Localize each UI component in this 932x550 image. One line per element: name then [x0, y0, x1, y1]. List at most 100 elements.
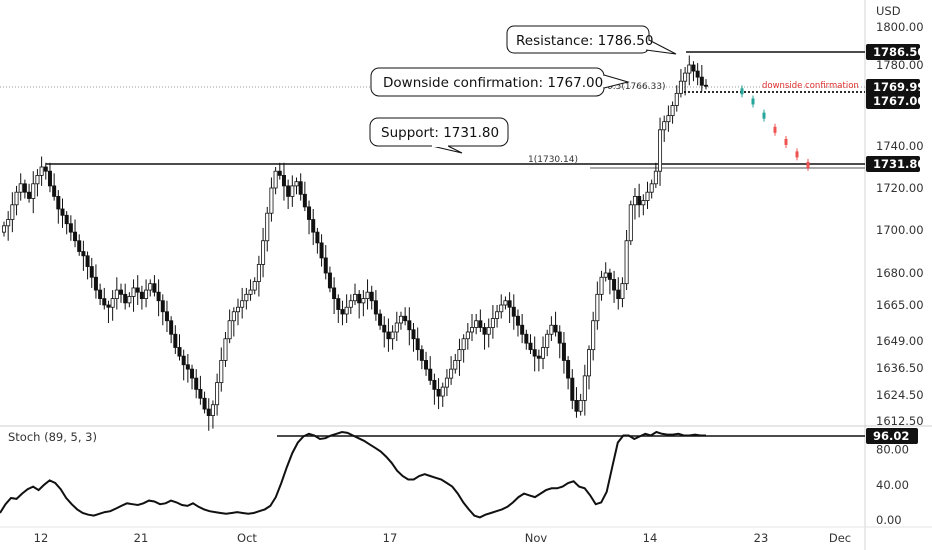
- price-badge-label: 1786.50: [873, 45, 925, 59]
- candle-body: [298, 181, 303, 195]
- candle-body: [190, 368, 195, 379]
- stoch-title: Stoch (89, 5, 3): [8, 430, 97, 444]
- candle-body: [248, 289, 253, 295]
- candle-body: [332, 287, 337, 299]
- candle-body: [35, 174, 40, 185]
- candle-body: [662, 121, 667, 131]
- candle-body: [302, 193, 307, 208]
- candle-body: [666, 115, 671, 123]
- candle-body: [536, 355, 541, 359]
- candle-body: [219, 360, 224, 384]
- projection-label: downside confirmation: [762, 81, 859, 91]
- candle-body: [641, 200, 646, 206]
- candle-body: [378, 313, 383, 326]
- candle-body: [649, 183, 654, 193]
- resistance-callout[interactable]: Resistance: 1786.50: [506, 25, 677, 55]
- price-tick-label: 1800.00: [876, 20, 924, 34]
- candle-body: [323, 257, 328, 274]
- stoch-last-badge-text: 96.02: [873, 429, 909, 443]
- candle-body: [691, 64, 696, 72]
- candle-body: [164, 311, 169, 322]
- candle-body: [490, 318, 495, 328]
- support-callout[interactable]: Support: 1731.80: [369, 117, 509, 154]
- candle-body: [444, 377, 449, 388]
- time-axis[interactable]: 12 21 Oct 17 Nov 14 23 Dec: [34, 531, 851, 545]
- candle-body: [515, 315, 520, 326]
- candle-body: [591, 320, 596, 351]
- candle-body: [645, 191, 650, 201]
- candle-body: [503, 300, 508, 306]
- candle-body: [31, 183, 36, 199]
- candle-body: [357, 293, 362, 304]
- candle-body: [603, 272, 608, 278]
- candle-body: [607, 272, 612, 280]
- candle-body: [699, 76, 704, 86]
- candle-body: [18, 183, 23, 193]
- candle-body: [394, 322, 399, 333]
- projection-candle: [806, 161, 810, 168]
- candle-body: [252, 281, 257, 291]
- candle-body: [390, 331, 395, 340]
- time-tick-label: Nov: [525, 531, 548, 545]
- support-callout-text: Support: 1731.80: [381, 125, 499, 141]
- candle-body: [135, 287, 140, 293]
- currency-label: USD: [876, 4, 901, 18]
- candlestick-series[interactable]: [2, 55, 709, 431]
- candle-body: [93, 276, 98, 291]
- candle-body: [194, 377, 199, 390]
- price-tick-label: 1720.00: [876, 181, 924, 195]
- stoch-last-badge: 96.02: [866, 428, 918, 444]
- candle-body: [210, 404, 215, 416]
- candle-body: [240, 300, 245, 308]
- candle-body: [419, 349, 424, 361]
- candle-body: [123, 293, 128, 304]
- candle-body: [570, 377, 575, 401]
- candle-body: [307, 206, 312, 220]
- candle-body: [474, 320, 479, 328]
- candle-body: [290, 185, 295, 197]
- candle-body: [687, 64, 692, 74]
- candle-body: [131, 287, 136, 297]
- candle-body: [373, 300, 378, 315]
- candle-body: [327, 272, 332, 289]
- candle-body: [486, 327, 491, 335]
- candle-body: [520, 324, 525, 335]
- resistance-callout-text: Resistance: 1786.50: [516, 33, 653, 49]
- candle-body: [43, 166, 48, 172]
- candle-body: [424, 360, 429, 370]
- candle-body: [223, 338, 228, 361]
- candle-body: [407, 320, 412, 331]
- candle-body: [348, 300, 353, 308]
- stoch-line: [0, 430, 706, 519]
- candle-body: [261, 240, 266, 265]
- candle-body: [678, 80, 683, 94]
- candle-body: [231, 311, 236, 322]
- candle-body: [461, 338, 466, 351]
- price-badge-label: 1767.00: [873, 94, 925, 108]
- candle-body: [144, 289, 149, 300]
- downside-confirmation-callout-text: Downside confirmation: 1767.00: [383, 75, 603, 91]
- price-badge: [866, 156, 920, 172]
- candle-body: [632, 195, 637, 206]
- price-axis[interactable]: 1800.00 1780.00 1740.00 1720.00 1700.00 1680.…: [876, 20, 924, 428]
- candle-body: [315, 231, 320, 244]
- candle-body: [469, 327, 474, 333]
- candle-body: [181, 355, 186, 366]
- downside-confirmation-callout[interactable]: Downside confirmation: 1767.00: [370, 67, 630, 97]
- candle-body: [683, 72, 688, 82]
- candle-body: [198, 388, 203, 399]
- candle-body: [499, 304, 504, 313]
- price-badge: [866, 44, 920, 60]
- candle-body: [478, 320, 483, 328]
- candle-body: [432, 379, 437, 390]
- candle-body: [566, 360, 571, 379]
- candle-body: [457, 349, 462, 361]
- candle-body: [294, 181, 299, 187]
- stoch-tick-label: 40.00: [876, 478, 909, 492]
- stoch-tick-label: 80.00: [876, 443, 909, 457]
- price-tick-label: 1649.00: [876, 334, 924, 348]
- candle-body: [465, 331, 470, 340]
- candle-body: [561, 342, 566, 361]
